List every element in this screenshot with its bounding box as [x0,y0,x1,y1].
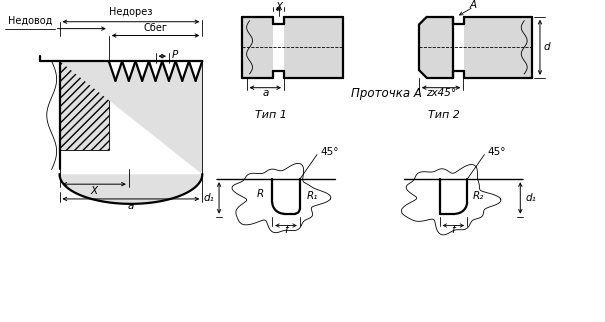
Polygon shape [464,17,532,78]
Polygon shape [59,61,109,150]
Polygon shape [59,61,202,204]
Text: R: R [257,189,264,199]
Polygon shape [241,17,273,78]
Text: A: A [470,0,477,10]
Polygon shape [284,17,343,78]
Text: a: a [262,88,269,98]
Text: P: P [172,50,178,60]
Text: Проточка А: Проточка А [352,87,422,100]
Text: zx45°: zx45° [426,88,456,98]
Text: 45°: 45° [487,147,506,157]
Text: Тип 2: Тип 2 [428,110,459,120]
Text: Сбег: Сбег [143,23,168,33]
Text: 45°: 45° [320,147,338,157]
Text: d₁: d₁ [525,193,536,203]
Text: Тип 1: Тип 1 [255,110,287,120]
Text: d: d [543,42,550,52]
Polygon shape [419,17,453,78]
Text: R₂: R₂ [473,191,485,201]
Text: X: X [91,186,98,196]
Text: Недовод: Недовод [8,16,52,26]
Text: f: f [284,225,288,235]
Text: X: X [275,2,282,12]
Text: f: f [451,225,455,235]
Text: d₁: d₁ [203,193,214,203]
Text: a: a [128,201,134,211]
Text: R₁: R₁ [307,191,318,201]
Text: Недорез: Недорез [109,7,152,17]
